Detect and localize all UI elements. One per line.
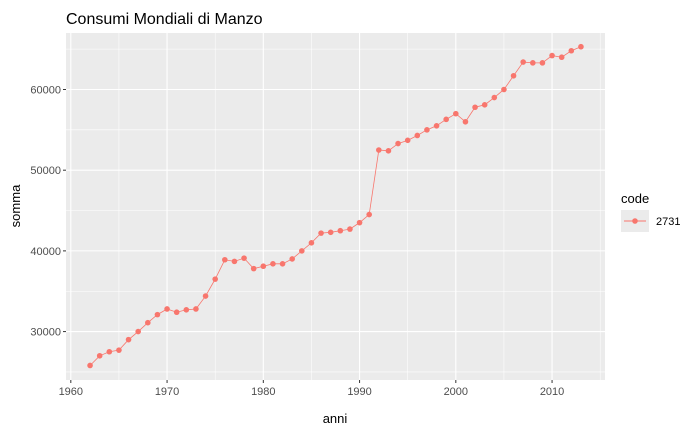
x-axis: 1960 1970 1980 1990 2000 2010 <box>59 380 564 398</box>
data-point <box>462 118 469 125</box>
data-point <box>231 258 238 265</box>
data-point <box>96 352 103 359</box>
data-point <box>510 72 517 79</box>
data-point <box>318 230 324 236</box>
data-point <box>106 348 113 355</box>
x-tick-label: 2010 <box>540 386 564 398</box>
data-point <box>395 140 401 147</box>
plot-panel <box>66 33 605 380</box>
grid-minor <box>66 33 605 380</box>
data-point <box>164 306 170 312</box>
data-point <box>154 311 161 318</box>
data-point <box>183 306 190 313</box>
data-point <box>289 256 295 262</box>
series-line-2731 <box>89 46 582 366</box>
chart-title: Consumi Mondiali di Manzo <box>66 11 263 28</box>
grid-major <box>66 33 605 380</box>
legend: code 2731 <box>621 191 680 232</box>
legend-key-point <box>632 218 638 224</box>
data-point <box>558 54 565 61</box>
data-point <box>530 60 536 66</box>
series-lines <box>89 46 582 366</box>
data-point <box>433 123 440 129</box>
data-point <box>193 306 199 312</box>
data-point <box>222 256 228 263</box>
y-tick-label: 40000 <box>30 246 61 258</box>
x-tick-label: 2000 <box>444 386 468 398</box>
y-tick-label: 30000 <box>30 327 61 339</box>
data-point <box>366 211 372 218</box>
data-point <box>501 86 507 93</box>
data-point <box>356 219 363 226</box>
data-point <box>491 94 498 101</box>
data-point <box>347 226 353 232</box>
data-point <box>327 229 334 236</box>
data-point <box>173 309 180 316</box>
x-tick-label: 1990 <box>347 386 371 398</box>
data-point <box>116 347 122 353</box>
data-point <box>279 260 286 267</box>
data-point <box>270 260 276 267</box>
x-tick-label: 1970 <box>155 386 179 398</box>
data-point <box>424 127 430 133</box>
data-point <box>578 43 584 50</box>
y-tick-label: 50000 <box>30 165 61 177</box>
data-point <box>299 248 305 254</box>
data-point <box>404 137 411 144</box>
data-point <box>250 265 257 272</box>
data-point <box>135 328 141 335</box>
data-point <box>125 336 132 343</box>
data-point <box>520 59 526 65</box>
data-point <box>212 276 218 282</box>
data-point <box>202 293 209 299</box>
data-point <box>385 148 392 154</box>
data-point <box>568 47 575 54</box>
data-point <box>145 319 151 326</box>
data-point <box>481 102 488 108</box>
legend-title: code <box>621 191 649 206</box>
x-tick-label: 1980 <box>251 386 275 398</box>
x-axis-title: anni <box>323 411 348 426</box>
data-point <box>549 52 555 59</box>
data-point <box>87 362 93 369</box>
legend-label-2731: 2731 <box>656 216 680 228</box>
data-point <box>376 147 382 153</box>
data-point <box>241 255 247 261</box>
series-points <box>87 43 584 369</box>
y-tick-label: 60000 <box>30 84 61 96</box>
y-axis-title: somma <box>8 184 23 227</box>
data-point <box>260 263 267 270</box>
data-point <box>308 240 315 246</box>
data-point <box>443 116 449 123</box>
data-point <box>453 110 459 117</box>
data-point <box>472 104 478 111</box>
y-axis: 30000 40000 50000 60000 <box>30 84 66 339</box>
data-point <box>414 132 421 139</box>
data-point <box>539 60 546 66</box>
data-point <box>337 227 344 234</box>
x-tick-label: 1960 <box>59 386 83 398</box>
